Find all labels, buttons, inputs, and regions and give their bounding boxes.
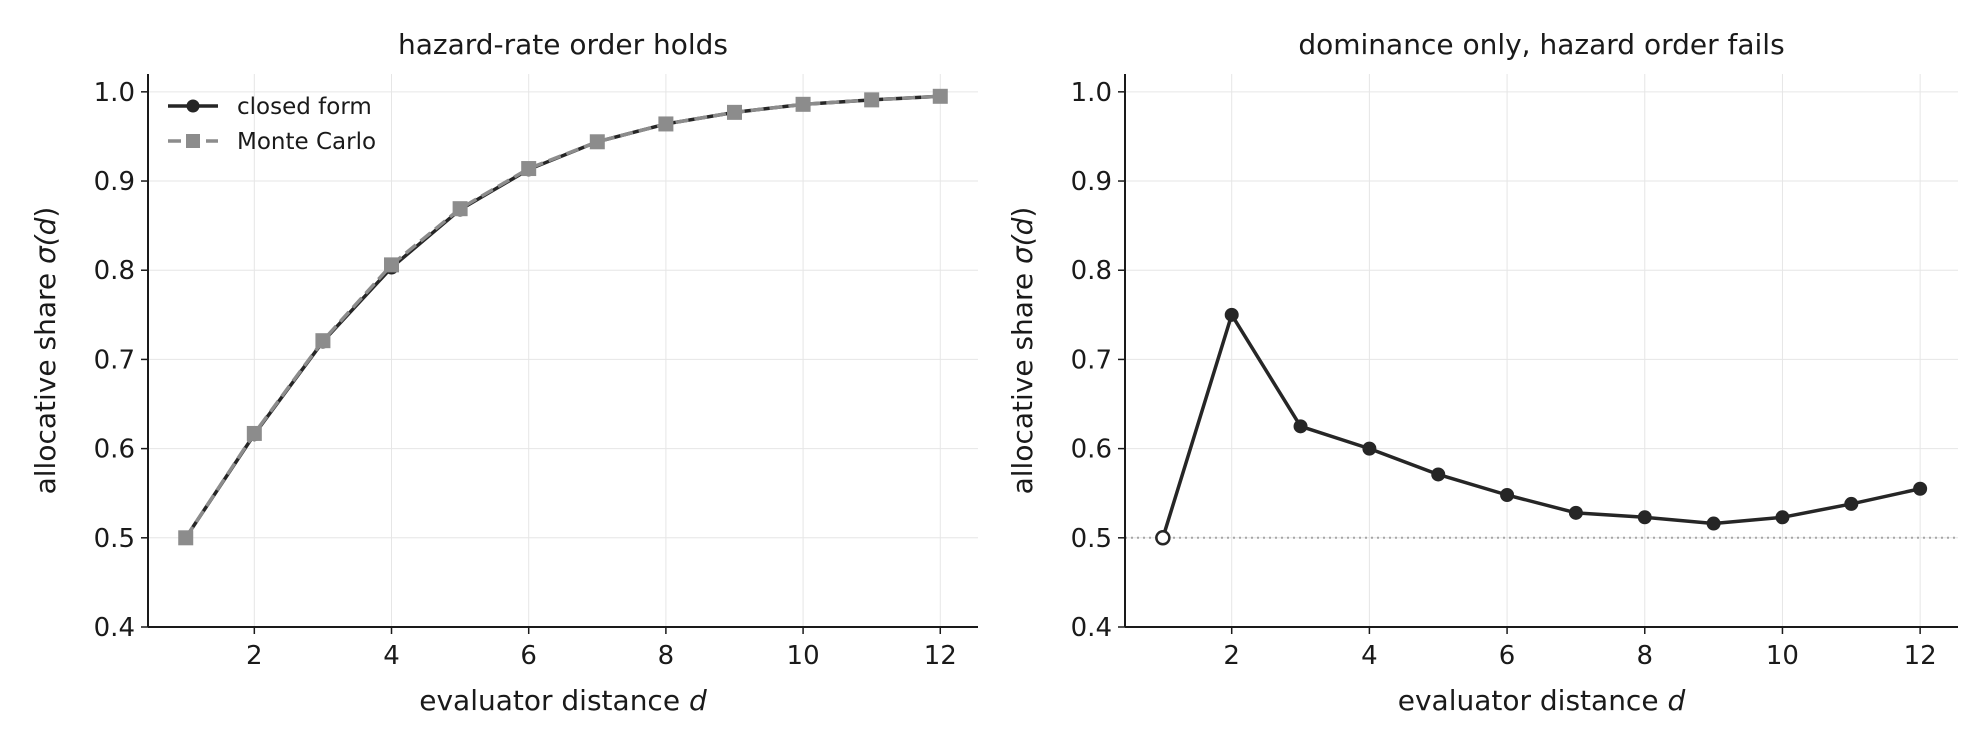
data-point xyxy=(1431,467,1446,482)
right-grid xyxy=(1125,74,1958,628)
y-tick-label: 0.4 xyxy=(1071,613,1112,643)
y-tick-label: 0.8 xyxy=(1071,256,1112,286)
data-point xyxy=(1155,530,1171,546)
data-point xyxy=(1568,505,1583,520)
y-tick-label: 0.5 xyxy=(94,524,135,554)
data-point xyxy=(1913,481,1928,496)
right-ticks: 2 4 6 8 10 12 0.4 0.5 0.6 0.7 0.8 0.9 1.0 xyxy=(1071,78,1937,671)
x-tick-label: 10 xyxy=(1766,641,1799,671)
data-point xyxy=(1844,496,1859,511)
series-line-0 xyxy=(1161,313,1921,539)
y-tick-label: 1.0 xyxy=(1071,78,1112,108)
left-x-axis-label: evaluator distance d xyxy=(419,684,707,717)
y-tick-label: 0.4 xyxy=(94,613,135,643)
right-chart-panel: 2 4 6 8 10 12 0.4 0.5 0.6 0.7 0.8 0.9 1.0 dominance … xyxy=(1006,28,1958,717)
x-tick-label: 2 xyxy=(246,641,263,671)
x-tick-label: 12 xyxy=(1904,641,1937,671)
data-point xyxy=(932,88,948,104)
legend-label-closed-form: closed form xyxy=(237,94,372,120)
x-tick-label: 6 xyxy=(520,641,537,671)
x-tick-label: 12 xyxy=(924,641,957,671)
left-axes xyxy=(147,74,978,628)
y-tick-label: 0.7 xyxy=(1071,345,1112,375)
data-point xyxy=(589,134,605,150)
data-point xyxy=(1775,510,1790,525)
left-grid xyxy=(148,74,978,628)
data-point xyxy=(1637,510,1652,525)
left-chart-title: hazard-rate order holds xyxy=(398,28,728,61)
series-line-1 xyxy=(184,94,941,539)
data-point xyxy=(452,201,468,217)
y-tick-label: 0.7 xyxy=(94,345,135,375)
data-point xyxy=(658,116,674,132)
data-point xyxy=(1706,516,1721,531)
right-series xyxy=(1155,307,1928,546)
left-series xyxy=(178,88,948,546)
x-tick-label: 8 xyxy=(1636,641,1653,671)
legend-marker-closed-form xyxy=(186,99,200,113)
right-chart-title: dominance only, hazard order fails xyxy=(1298,28,1784,61)
data-point xyxy=(178,530,194,546)
data-point xyxy=(864,92,880,108)
left-chart-panel: 2 4 6 8 10 12 0.4 0.5 0.6 0.7 0.8 0.9 1.0 hazard-rat… xyxy=(29,28,978,717)
data-point xyxy=(384,257,400,273)
x-tick-label: 2 xyxy=(1223,641,1240,671)
x-tick-label: 10 xyxy=(787,641,820,671)
legend-marker-monte-carlo xyxy=(186,134,200,148)
left-legend: closed form Monte Carlo xyxy=(168,94,376,155)
left-ticks: 2 4 6 8 10 12 0.4 0.5 0.6 0.7 0.8 0.9 1.0 xyxy=(94,78,957,671)
data-point xyxy=(1362,441,1377,456)
data-point xyxy=(521,161,537,177)
x-tick-label: 4 xyxy=(383,641,400,671)
y-tick-label: 1.0 xyxy=(94,78,135,108)
y-tick-label: 0.6 xyxy=(94,435,135,465)
x-tick-label: 8 xyxy=(658,641,675,671)
data-point xyxy=(1224,307,1239,322)
right-y-axis-label: allocative share σ(d) xyxy=(1006,207,1039,495)
data-point xyxy=(315,333,331,349)
data-point xyxy=(246,425,262,441)
series-line-0 xyxy=(184,94,941,539)
data-point xyxy=(726,104,742,120)
y-tick-label: 0.6 xyxy=(1071,435,1112,465)
x-tick-label: 6 xyxy=(1499,641,1516,671)
y-tick-label: 0.9 xyxy=(94,167,135,197)
data-point xyxy=(1293,419,1308,434)
y-tick-label: 0.5 xyxy=(1071,524,1112,554)
legend-label-monte-carlo: Monte Carlo xyxy=(237,129,376,155)
data-point xyxy=(795,96,811,112)
left-y-axis-label: allocative share σ(d) xyxy=(29,207,62,495)
y-tick-label: 0.9 xyxy=(1071,167,1112,197)
data-point xyxy=(1500,487,1515,502)
x-tick-label: 4 xyxy=(1361,641,1378,671)
right-x-axis-label: evaluator distance d xyxy=(1398,684,1686,717)
right-axes xyxy=(1124,74,1958,628)
y-tick-label: 0.8 xyxy=(94,256,135,286)
